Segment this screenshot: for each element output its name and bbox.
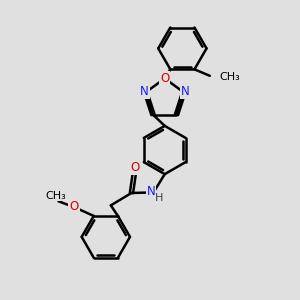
Text: O: O (69, 200, 79, 213)
Text: CH₃: CH₃ (219, 72, 240, 82)
Text: CH₃: CH₃ (46, 191, 66, 201)
Text: N: N (140, 85, 148, 98)
Text: N: N (181, 85, 190, 98)
Text: N: N (147, 185, 156, 198)
Text: H: H (154, 193, 163, 203)
Text: O: O (160, 72, 169, 85)
Text: O: O (130, 160, 140, 174)
